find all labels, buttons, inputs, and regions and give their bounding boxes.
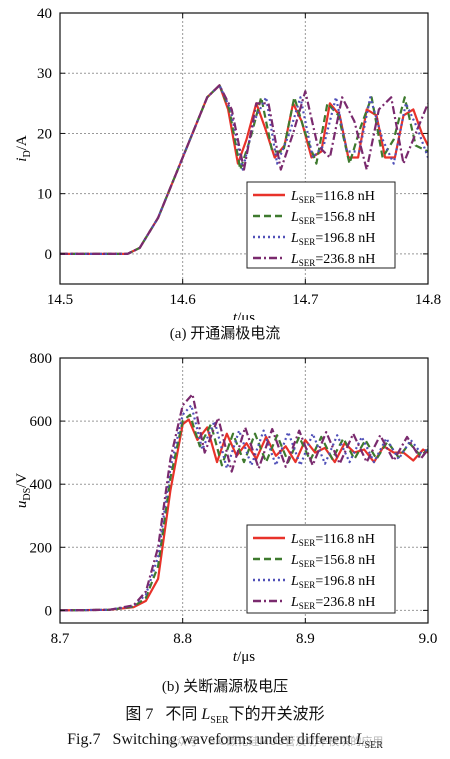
y-tick-label: 20 xyxy=(37,126,52,142)
legend: LSER=116.8 nH LSER=156.8 nH LSER=196.8 nH L… xyxy=(246,181,396,269)
panel-b-caption: (b) 关断漏源极电压 xyxy=(161,679,289,695)
caption-en-var: L xyxy=(355,731,365,748)
caption-cn-suffix: 下的开关波形 xyxy=(228,706,325,723)
y-tick-label: 0 xyxy=(45,603,53,619)
legend-box xyxy=(246,181,396,269)
x-tick-label: 14.6 xyxy=(170,292,197,308)
legend-box xyxy=(246,524,396,614)
chart-turn-off-drain-source-voltage: 8.7 8.8 8.9 9.0 0 200 400 600 800 t/μs uDS/V LSER=1… xyxy=(14,351,438,665)
legend-label-2: LSER=196.8 nH xyxy=(290,231,375,247)
series-line-1 xyxy=(60,413,428,612)
legend-label-1: LSER=156.8 nH xyxy=(290,210,375,226)
y-tick-label: 0 xyxy=(45,247,53,263)
x-tick-label: 8.8 xyxy=(173,631,192,647)
x-axis-label: t/μs xyxy=(233,649,255,665)
legend: LSER=116.8 nH LSER=156.8 nH LSER=196.8 nH L… xyxy=(246,524,396,614)
x-tick-label: 14.8 xyxy=(415,292,441,308)
y-tick-label: 10 xyxy=(37,187,52,203)
y-tick-label: 800 xyxy=(30,351,53,367)
series-line-0 xyxy=(60,418,428,612)
caption-en-var-sub: SER xyxy=(364,740,383,752)
series-line-3 xyxy=(60,84,428,255)
caption-cn-mid: 不同 xyxy=(165,706,198,723)
caption-en-text: Switching waveforms under different xyxy=(112,731,352,748)
caption-en-prefix: Fig.7 xyxy=(67,731,101,748)
legend-label-0: LSER=116.8 nH xyxy=(290,532,375,548)
figure-caption-en: Fig.7 Switching waveforms under differen… xyxy=(0,731,450,751)
x-tick-label: 8.9 xyxy=(296,631,315,647)
caption-cn-var-sub: SER xyxy=(210,715,229,727)
x-tick-label: 14.7 xyxy=(292,292,319,308)
caption-cn-prefix: 图 7 xyxy=(125,706,154,723)
legend-label-3: LSER=236.8 nH xyxy=(290,595,375,611)
plot-frame xyxy=(59,357,429,624)
legend-label-3: LSER=236.8 nH xyxy=(290,252,375,268)
x-axis-label: t/μs xyxy=(233,310,255,320)
figure-caption-cn: 图 7 不同 LSER下的开关波形 xyxy=(0,700,450,726)
chart-turn-on-drain-current: 14.5 14.6 14.7 14.8 0 10 20 30 40 t/μs iD/A LSER=11… xyxy=(14,6,441,320)
y-tick-label: 400 xyxy=(30,477,53,493)
y-tick-label: 200 xyxy=(30,540,53,556)
y-tick-label: 40 xyxy=(37,6,52,22)
x-tick-label: 9.0 xyxy=(419,631,438,647)
y-axis-label: iD/A xyxy=(14,135,33,162)
x-tick-label: 14.5 xyxy=(47,292,73,308)
panel-a-caption: (a) 开通漏极电流 xyxy=(169,326,281,342)
caption-cn-var: L xyxy=(201,706,211,723)
y-tick-label: 30 xyxy=(37,66,52,82)
legend-label-2: LSER=196.8 nH xyxy=(290,574,375,590)
watermark: 公众号 · SiC碳化硅MOS管及功率模块的应用 xyxy=(165,735,384,748)
legend-label-0: LSER=116.8 nH xyxy=(290,189,375,205)
x-tick-label: 8.7 xyxy=(51,631,70,647)
y-axis-label: uDS/V xyxy=(14,473,33,508)
y-tick-label: 600 xyxy=(30,414,53,430)
legend-label-1: LSER=156.8 nH xyxy=(290,553,375,569)
plot-frame xyxy=(59,12,429,285)
series-line-2 xyxy=(60,404,428,612)
